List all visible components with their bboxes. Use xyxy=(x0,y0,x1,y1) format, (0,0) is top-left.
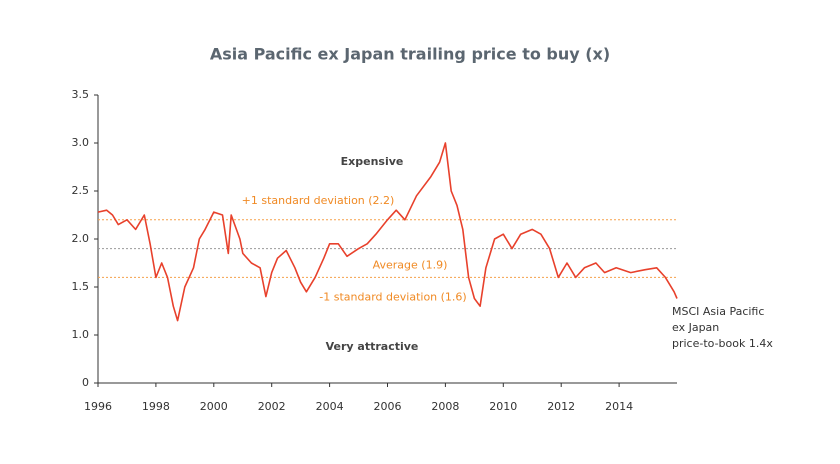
x-tick-label: 2012 xyxy=(547,400,575,413)
reference-label: Average (1.9) xyxy=(373,259,448,272)
y-tick-label: 3.0 xyxy=(72,136,90,149)
y-tick-label: 2.0 xyxy=(72,232,90,245)
y-tick-label: 1.0 xyxy=(72,328,90,341)
reference-label: -1 standard deviation (1.6) xyxy=(319,290,466,303)
y-tick-label: 1.5 xyxy=(72,280,90,293)
x-tick-label: 2010 xyxy=(489,400,517,413)
y-tick-label: 0 xyxy=(82,376,89,389)
y-tick-label: 3.5 xyxy=(72,88,90,101)
data-line xyxy=(97,142,678,322)
x-tick-label: 2008 xyxy=(431,400,459,413)
end-label: MSCI Asia Pacific xyxy=(672,305,764,318)
x-tick-label: 1996 xyxy=(84,400,112,413)
end-label: price-to-book 1.4x xyxy=(672,337,773,350)
y-tick-label: 2.5 xyxy=(72,184,90,197)
reference-label: +1 standard deviation (2.2) xyxy=(242,194,395,207)
x-tick-label: 1998 xyxy=(142,400,170,413)
annotation: Expensive xyxy=(341,155,404,168)
x-tick-label: 2004 xyxy=(316,400,344,413)
x-tick-label: 2002 xyxy=(258,400,286,413)
x-tick-label: 2000 xyxy=(200,400,228,413)
chart-title: Asia Pacific ex Japan trailing price to … xyxy=(210,45,610,64)
annotation: Very attractive xyxy=(326,340,419,353)
x-tick-label: 2006 xyxy=(374,400,402,413)
end-label: ex Japan xyxy=(672,321,719,334)
x-tick-label: 2014 xyxy=(605,400,633,413)
